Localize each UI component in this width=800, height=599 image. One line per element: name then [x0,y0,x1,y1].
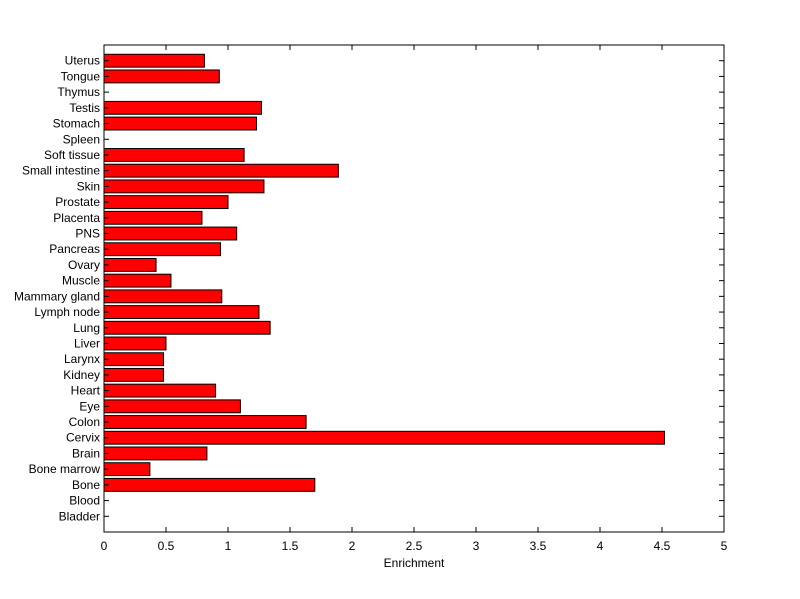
x-tick-label: 2 [349,539,356,553]
bar-liver [103,336,167,351]
bar-skin [103,179,265,194]
bar-mammary-gland [103,289,223,304]
x-tick-label: 5 [721,539,728,553]
y-tick-label: Testis [69,101,100,115]
bar-placenta [103,210,203,225]
bar-stomach [103,116,258,131]
y-tick-label: Blood [69,494,100,508]
bar-small-intestine [103,163,339,178]
y-tick-label: Placenta [53,211,100,225]
x-tick-label: 0.5 [158,539,175,553]
bar-bone [103,477,316,492]
y-tick-label: Eye [79,399,100,413]
bar-pancreas [103,242,222,257]
y-tick-label: Lymph node [34,305,100,319]
x-tick-label: 4.5 [654,539,671,553]
bar-brain [103,446,208,461]
y-tick-label: Soft tissue [44,148,100,162]
y-tick-label: Kidney [63,368,100,382]
bar-eye [103,399,241,414]
bar-soft-tissue [103,148,245,162]
bar-lung [103,320,271,335]
y-tick-label: Heart [71,384,101,398]
y-tick-label: Small intestine [22,164,100,178]
bar-prostate [103,195,229,210]
bar-pns [103,226,238,241]
bar-bone-marrow [103,462,151,477]
y-tick-label: Muscle [62,274,100,288]
y-tick-label: Stomach [53,117,100,131]
y-tick-label: Brain [72,446,100,460]
y-tick-label: Lung [73,321,100,335]
y-tick-label: Spleen [63,132,100,146]
bars-group [103,53,665,492]
y-tick-label: Tongue [61,69,101,83]
bar-tongue [103,69,220,84]
y-tick-label: Mammary gland [14,289,100,303]
y-tick-label: Cervix [66,431,100,445]
x-tick-label: 3.5 [530,539,547,553]
y-tick-label: PNS [75,227,100,241]
x-axis-label: Enrichment [384,556,445,570]
bar-cervix [103,430,665,445]
y-tick-label: Prostate [55,195,100,209]
y-tick-label: Ovary [68,258,100,272]
x-tick-label: 0 [101,539,108,553]
bar-colon [103,415,307,429]
y-tick-label: Bone [72,478,100,492]
bar-ovary [103,257,157,272]
y-tick-label: Bladder [59,509,100,523]
x-ticks-group: 0 0.5 1 1.5 2 2.5 3 3.5 4 4.5 5 [101,45,728,553]
y-tick-label: Liver [74,336,100,350]
bar-testis [103,100,262,115]
y-tick-label: Colon [69,415,100,429]
bar-kidney [103,367,165,382]
x-tick-label: 3 [473,539,480,553]
bar-larynx [103,352,165,367]
y-tick-label: Skin [77,179,100,193]
y-tick-label: Thymus [57,85,100,99]
y-tick-label: Larynx [64,352,100,366]
y-tick-label: Uterus [65,54,100,68]
y-tick-label: Pancreas [49,242,100,256]
x-tick-label: 2.5 [406,539,423,553]
bar-heart [103,383,217,398]
bar-muscle [103,273,172,288]
bar-lymph-node [103,305,260,319]
x-tick-label: 4 [597,539,604,553]
x-tick-label: 1 [225,539,232,553]
x-tick-label: 1.5 [282,539,299,553]
bar-uterus [103,53,205,68]
y-tick-label: Bone marrow [29,462,101,476]
